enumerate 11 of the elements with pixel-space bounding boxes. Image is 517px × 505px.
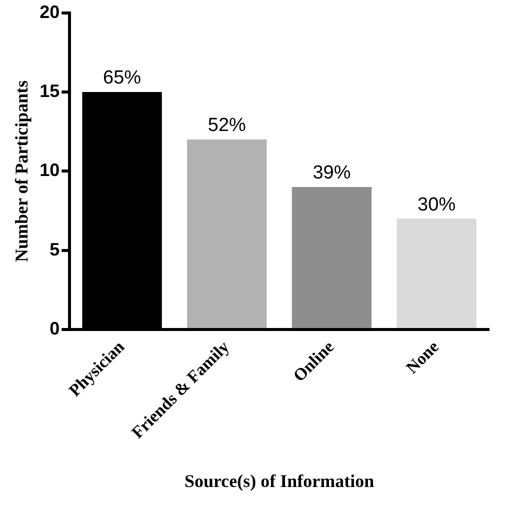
annotation: 52% xyxy=(208,115,246,136)
y-tick-label: 15 xyxy=(40,80,60,101)
annotation: 65% xyxy=(103,68,142,89)
y-axis-title: Number of Participants xyxy=(11,80,32,262)
y-tick-label: 5 xyxy=(50,239,60,260)
annotation: 39% xyxy=(312,162,351,184)
x-axis-title: Source(s) of Information xyxy=(184,470,374,491)
y-tick-label: 20 xyxy=(40,2,60,22)
y-tick-label: 10 xyxy=(40,160,60,180)
annotation: 30% xyxy=(418,194,456,216)
y-tick-label: 0 xyxy=(50,318,60,338)
